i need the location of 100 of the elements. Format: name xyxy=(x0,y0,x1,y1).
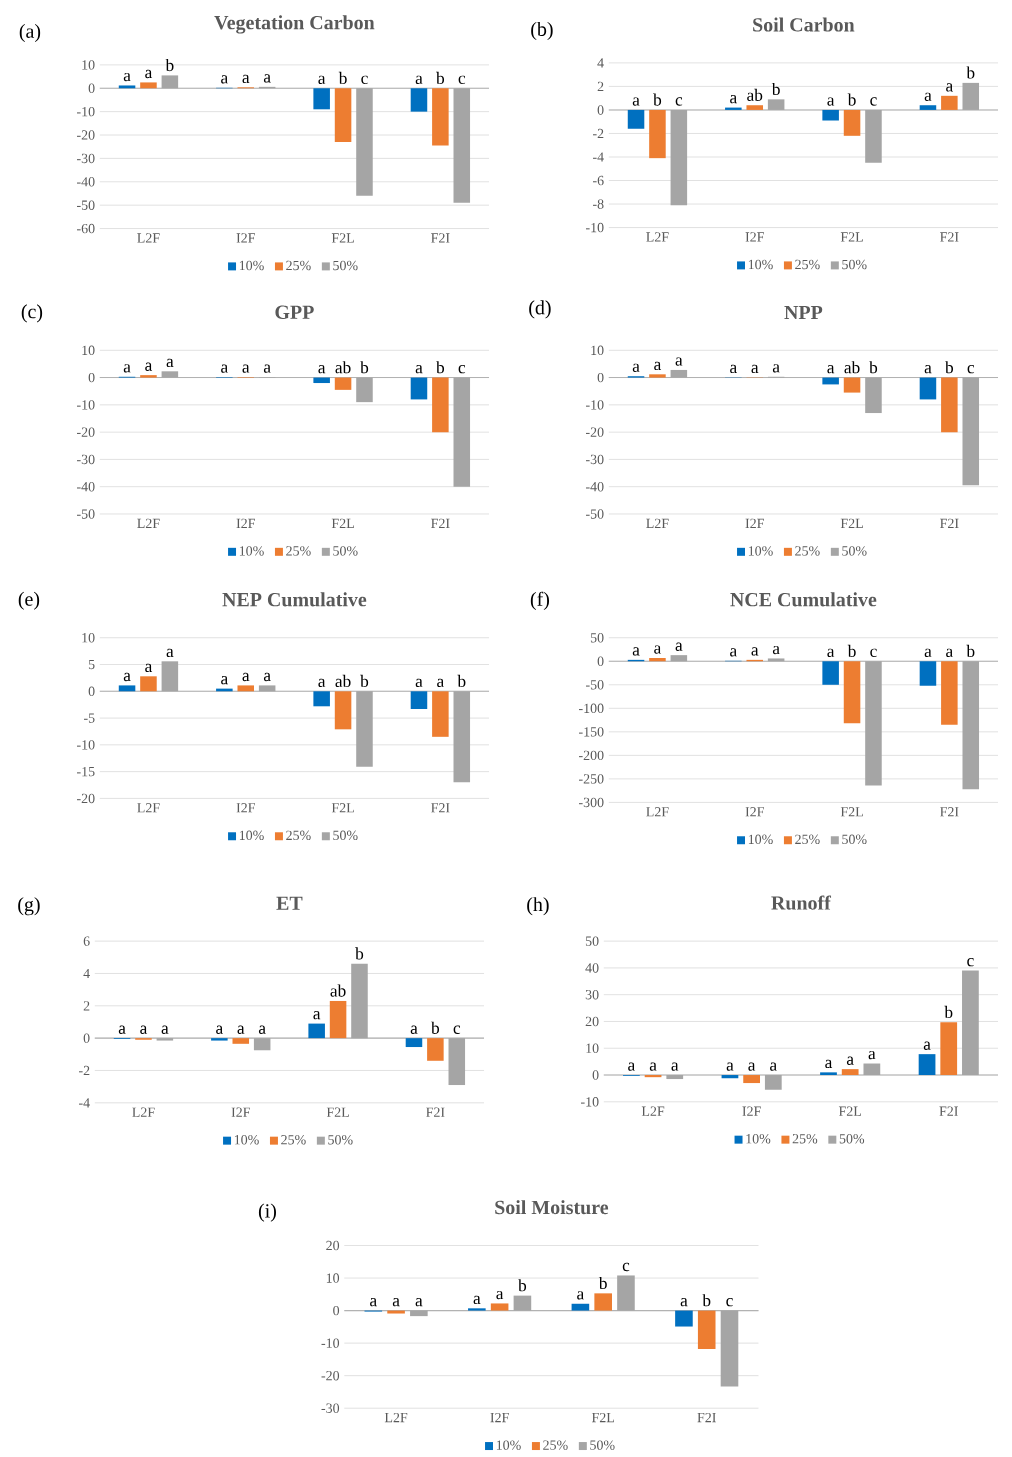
bar xyxy=(918,1054,936,1076)
data-label: a xyxy=(473,1295,481,1305)
data-label: a xyxy=(237,1025,245,1034)
x-tick-label: F2L xyxy=(840,518,863,528)
bar xyxy=(432,377,449,433)
bar xyxy=(356,691,373,767)
x-tick-label: I2F xyxy=(236,518,255,528)
x-tick-label: F2L xyxy=(331,518,354,528)
data-label: a xyxy=(140,1025,148,1034)
data-label: a xyxy=(632,363,640,372)
bar xyxy=(490,1303,509,1311)
x-tick-label: L2F xyxy=(641,1106,665,1116)
bar xyxy=(356,377,373,403)
y-tick-label: -50 xyxy=(77,509,95,519)
data-label: a xyxy=(924,92,932,101)
data-label: a xyxy=(118,1025,126,1034)
data-label: a xyxy=(680,1298,688,1307)
bar xyxy=(410,1310,428,1317)
x-tick-label: F2I xyxy=(940,232,959,242)
bar xyxy=(675,1310,693,1327)
bar xyxy=(313,377,330,384)
y-tick-label: 0 xyxy=(88,83,95,93)
legend-label: 10% xyxy=(748,834,773,845)
legend-label: 25% xyxy=(281,1135,306,1145)
x-tick-label: L2F xyxy=(137,803,160,813)
data-label: a xyxy=(726,1062,734,1071)
x-tick-label: F2L xyxy=(838,1106,861,1116)
data-label: b xyxy=(598,1276,607,1290)
legend-label: 50% xyxy=(333,260,358,271)
data-label: a xyxy=(730,95,737,104)
data-label: c xyxy=(675,97,683,106)
data-label: a xyxy=(242,364,250,373)
y-tick-label: 10 xyxy=(82,345,95,356)
legend-label: 10% xyxy=(239,546,264,556)
bar xyxy=(313,88,330,110)
x-tick-label: F2L xyxy=(840,807,863,817)
bar xyxy=(865,109,882,163)
bar xyxy=(919,377,937,400)
bar xyxy=(237,685,255,692)
x-tick-label: F2I xyxy=(431,233,450,243)
data-label: c xyxy=(458,365,466,374)
y-tick-label: -100 xyxy=(579,703,604,714)
data-label: a xyxy=(123,72,131,82)
data-label: c xyxy=(870,97,877,106)
data-label: b xyxy=(869,361,878,374)
y-tick-label: 20 xyxy=(585,1016,599,1027)
y-tick-label: -150 xyxy=(579,727,604,737)
data-label: a xyxy=(748,1062,756,1071)
chart-title: NPP xyxy=(784,305,823,319)
bar xyxy=(767,658,785,662)
y-tick-label: 10 xyxy=(591,345,604,356)
chart-title: Runoff xyxy=(771,895,832,910)
text: (a) xyxy=(19,23,41,42)
y-tick-label: -10 xyxy=(586,222,604,233)
y-tick-label: 10 xyxy=(586,1043,599,1053)
legend-label: 25% xyxy=(543,1440,568,1450)
chart-title: Soil Carbon xyxy=(753,17,855,32)
y-tick-label: -2 xyxy=(592,128,604,139)
y-tick-label: -40 xyxy=(586,481,604,492)
y-tick-label: 0 xyxy=(597,656,604,666)
data-label: a xyxy=(166,358,174,368)
data-label: a xyxy=(827,648,835,657)
y-tick-label: -40 xyxy=(77,481,95,492)
bar xyxy=(427,1038,444,1061)
bar xyxy=(140,82,157,89)
x-tick-label: I2F xyxy=(236,233,255,243)
bar xyxy=(617,1275,635,1311)
data-label: b xyxy=(771,82,780,96)
data-label: a xyxy=(145,362,153,371)
data-label: a xyxy=(827,97,835,106)
y-tick-label: -20 xyxy=(321,1370,340,1381)
data-label: b xyxy=(966,66,975,79)
y-tick-label: -20 xyxy=(77,427,95,437)
data-label: b xyxy=(847,93,856,106)
x-tick-label: F2I xyxy=(940,807,959,817)
bar xyxy=(670,109,688,206)
y-tick-label: 50 xyxy=(590,633,604,643)
legend-label: 25% xyxy=(286,830,311,841)
bar xyxy=(161,371,179,378)
legend-label: 25% xyxy=(795,259,820,270)
data-label: a xyxy=(221,364,228,373)
y-tick-label: 2 xyxy=(83,1001,90,1011)
y-tick-label: -50 xyxy=(586,509,604,519)
bar xyxy=(410,691,428,709)
x-tick-label: F2I xyxy=(431,518,450,528)
bar xyxy=(513,1295,532,1311)
data-label: a xyxy=(946,648,953,657)
y-tick-label: -4 xyxy=(592,152,604,162)
data-label: a xyxy=(242,74,250,84)
data-label: a xyxy=(675,642,683,651)
data-label: a xyxy=(392,1298,400,1307)
y-tick-label: 4 xyxy=(83,968,90,979)
data-label: a xyxy=(730,364,737,374)
bar xyxy=(334,691,352,730)
x-tick-label: F2I xyxy=(426,1107,445,1117)
bar xyxy=(453,691,471,783)
data-label: a xyxy=(318,678,326,688)
text: (c) xyxy=(21,304,43,323)
legend-label: 25% xyxy=(795,546,820,556)
data-label: a xyxy=(846,1056,854,1065)
